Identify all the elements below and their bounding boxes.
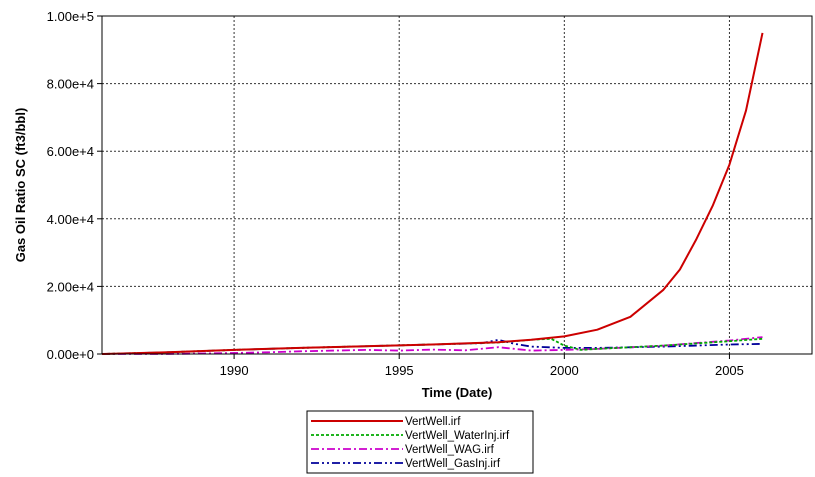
x-axis-title: Time (Date) [422, 385, 493, 400]
legend-label: VertWell_WaterInj.irf [405, 430, 510, 442]
y-tick-label: 2.00e+4 [47, 279, 94, 294]
y-tick-label: 1.00e+5 [47, 9, 94, 24]
legend-label: VertWell_WAG.irf [405, 444, 495, 456]
series-line [101, 337, 763, 355]
x-tick-label: 2005 [715, 363, 744, 378]
axis-ticks: 1990 1995 2000 2005 0.00e+0 2.00e+4 4.00e+4 6.0… [47, 9, 744, 378]
plot-frame [101, 15, 813, 355]
x-tick-label: 2000 [550, 363, 579, 378]
y-tick-label: 8.00e+4 [47, 77, 94, 92]
y-tick-label: 4.00e+4 [47, 212, 94, 227]
legend-label: VertWell.irf [405, 416, 461, 428]
y-tick-label: 0.00e+0 [47, 347, 94, 362]
legend-label: VertWell_GasInj.irf [405, 458, 501, 470]
x-tick-label: 1995 [385, 363, 414, 378]
y-axis-title: Gas Oil Ratio SC (ft3/bbl) [13, 108, 28, 263]
x-tick-label: 1990 [220, 363, 249, 378]
y-tick-label: 6.00e+4 [47, 144, 94, 159]
grid-lines [102, 16, 812, 354]
legend: VertWell.irf VertWell_WaterInj.irf VertWel… [306, 410, 534, 474]
series-line [101, 32, 764, 355]
series-layer [101, 32, 764, 355]
